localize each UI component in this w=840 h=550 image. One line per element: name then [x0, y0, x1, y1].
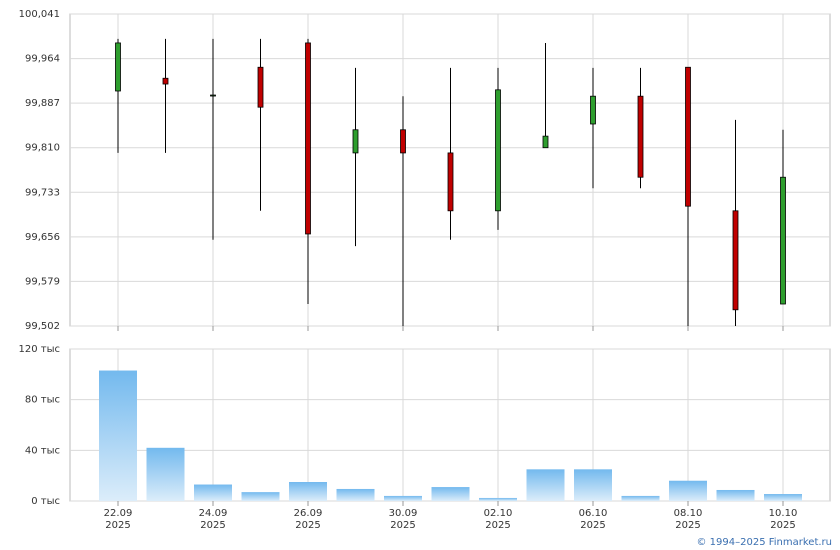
- x-tick-label: 26.09: [294, 508, 323, 519]
- x-tick-label: 22.09: [104, 508, 133, 519]
- y-tick-label: 99,810: [25, 143, 60, 154]
- x-tick-year: 2025: [485, 520, 510, 531]
- x-tick-label: 10.10: [769, 508, 798, 519]
- x-tick-year: 2025: [770, 520, 795, 531]
- candle-body: [590, 95, 596, 125]
- x-tick-label: 24.09: [199, 508, 228, 519]
- y-tick-label: 99,887: [25, 98, 60, 109]
- candle-body: [305, 42, 311, 235]
- x-tick-year: 2025: [295, 520, 320, 531]
- y-tick-label: 120 тыс: [19, 344, 60, 355]
- y-tick-label: 80 тыс: [25, 395, 60, 406]
- y-tick-label: 99,502: [25, 321, 60, 332]
- volume-bar: [194, 484, 232, 501]
- y-tick-label: 99,656: [25, 232, 60, 243]
- candle-body: [732, 210, 739, 311]
- x-tick-label: 02.10: [484, 508, 513, 519]
- y-tick-label: 40 тыс: [25, 445, 60, 456]
- candle-body: [210, 94, 216, 97]
- y-tick-label: 99,733: [25, 187, 60, 198]
- x-tick-year: 2025: [200, 520, 225, 531]
- y-tick-label: 99,964: [25, 54, 60, 65]
- y-tick-label: 0 тыс: [31, 496, 60, 507]
- volume-bar: [289, 482, 327, 501]
- volume-bar: [669, 480, 707, 501]
- x-tick-year: 2025: [580, 520, 605, 531]
- candle-body: [542, 135, 549, 149]
- candle-body: [162, 77, 169, 85]
- candle-body: [400, 129, 406, 154]
- x-tick-label: 06.10: [579, 508, 608, 519]
- candle-body: [352, 129, 359, 154]
- x-tick-year: 2025: [105, 520, 130, 531]
- volume-bar: [526, 469, 565, 501]
- y-tick-label: 99,579: [25, 276, 60, 287]
- volume-bar: [241, 492, 280, 501]
- y-tick-label: 100,041: [19, 9, 60, 20]
- volume-bar: [146, 447, 185, 501]
- volume-bar: [716, 489, 755, 501]
- candle-body: [115, 42, 121, 92]
- x-tick-label: 08.10: [674, 508, 703, 519]
- volume-bar: [431, 487, 470, 501]
- x-tick-year: 2025: [675, 520, 700, 531]
- volume-bar: [574, 469, 612, 501]
- volume-bar: [621, 495, 660, 501]
- x-tick-year: 2025: [390, 520, 415, 531]
- candle-body: [780, 176, 786, 305]
- x-tick-label: 30.09: [389, 508, 418, 519]
- candle-body: [447, 152, 454, 212]
- candle-body: [257, 66, 264, 108]
- volume-bar: [764, 494, 802, 501]
- volume-bar: [384, 495, 422, 501]
- copyright: © 1994–2025 Finmarket.ru: [696, 537, 832, 548]
- volume-bar: [99, 370, 137, 501]
- volume-bar: [336, 488, 375, 501]
- candle-body: [637, 95, 644, 178]
- candle-body: [685, 66, 691, 207]
- candle-body: [495, 89, 501, 212]
- volume-bar: [479, 497, 517, 501]
